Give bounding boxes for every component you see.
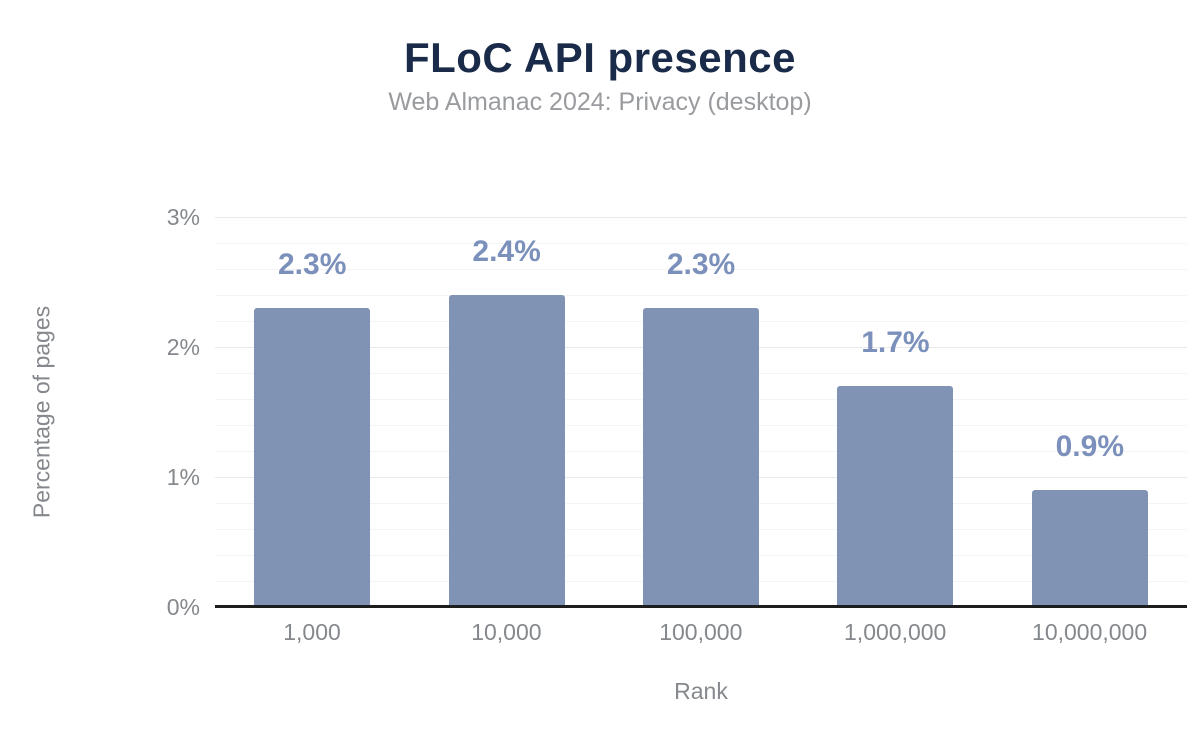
minor-gridline-2.8 xyxy=(215,243,1187,244)
y-tick-label-1%: 1% xyxy=(166,464,200,490)
bar-series: 2.3% 2.4% 2.3% 1.7% 0.9% xyxy=(215,217,1187,607)
plot-area: 2.3% 2.4% 2.3% 1.7% 0.9% xyxy=(215,217,1187,608)
bar-slot-10,000: 2.4% xyxy=(409,217,603,607)
bar-slot-100,000: 2.3% xyxy=(604,217,798,607)
bar-10,000,000 xyxy=(1031,490,1148,607)
minor-gridline-2.4 xyxy=(215,295,1187,296)
x-tick-label-10,000: 10,000 xyxy=(471,619,542,645)
major-gridline-3 xyxy=(215,217,1187,218)
bar-value-label-10,000,000: 0.9% xyxy=(1055,430,1125,463)
x-axis-title: Rank xyxy=(674,678,728,704)
bar-10,000 xyxy=(448,295,565,607)
x-tick-label-100,000: 100,000 xyxy=(659,619,743,645)
bar-slot-1,000,000: 1.7% xyxy=(798,217,992,607)
x-tick-label-10,000,000: 10,000,000 xyxy=(1032,619,1148,645)
bar-value-label-1,000,000: 1.7% xyxy=(861,326,930,359)
bar-slot-1,000: 2.3% xyxy=(215,217,409,607)
bar-value-label-100,000: 2.3% xyxy=(666,248,736,281)
minor-gridline-2.6 xyxy=(215,269,1187,270)
bar-1,000 xyxy=(254,308,371,607)
x-tick-label-1,000: 1,000 xyxy=(283,619,341,645)
x-tick-label-1,000,000: 1,000,000 xyxy=(844,619,947,645)
y-tick-label-0%: 0% xyxy=(166,594,200,620)
chart-subtitle: Web Almanac 2024: Privacy (desktop) xyxy=(388,88,812,116)
y-axis-title-text: Percentage of pages xyxy=(28,305,55,519)
bar-100,000 xyxy=(643,308,760,607)
bar-value-label-10,000: 2.4% xyxy=(472,235,541,268)
x-axis-baseline xyxy=(215,605,1187,608)
y-tick-label-2%: 2% xyxy=(166,334,200,360)
chart-title: FLoC API presence xyxy=(403,34,797,81)
bar-1,000,000 xyxy=(837,386,954,607)
y-tick-label-3%: 3% xyxy=(166,204,200,230)
bar-value-label-1,000: 2.3% xyxy=(278,248,347,281)
bar-slot-10,000,000: 0.9% xyxy=(993,217,1187,607)
